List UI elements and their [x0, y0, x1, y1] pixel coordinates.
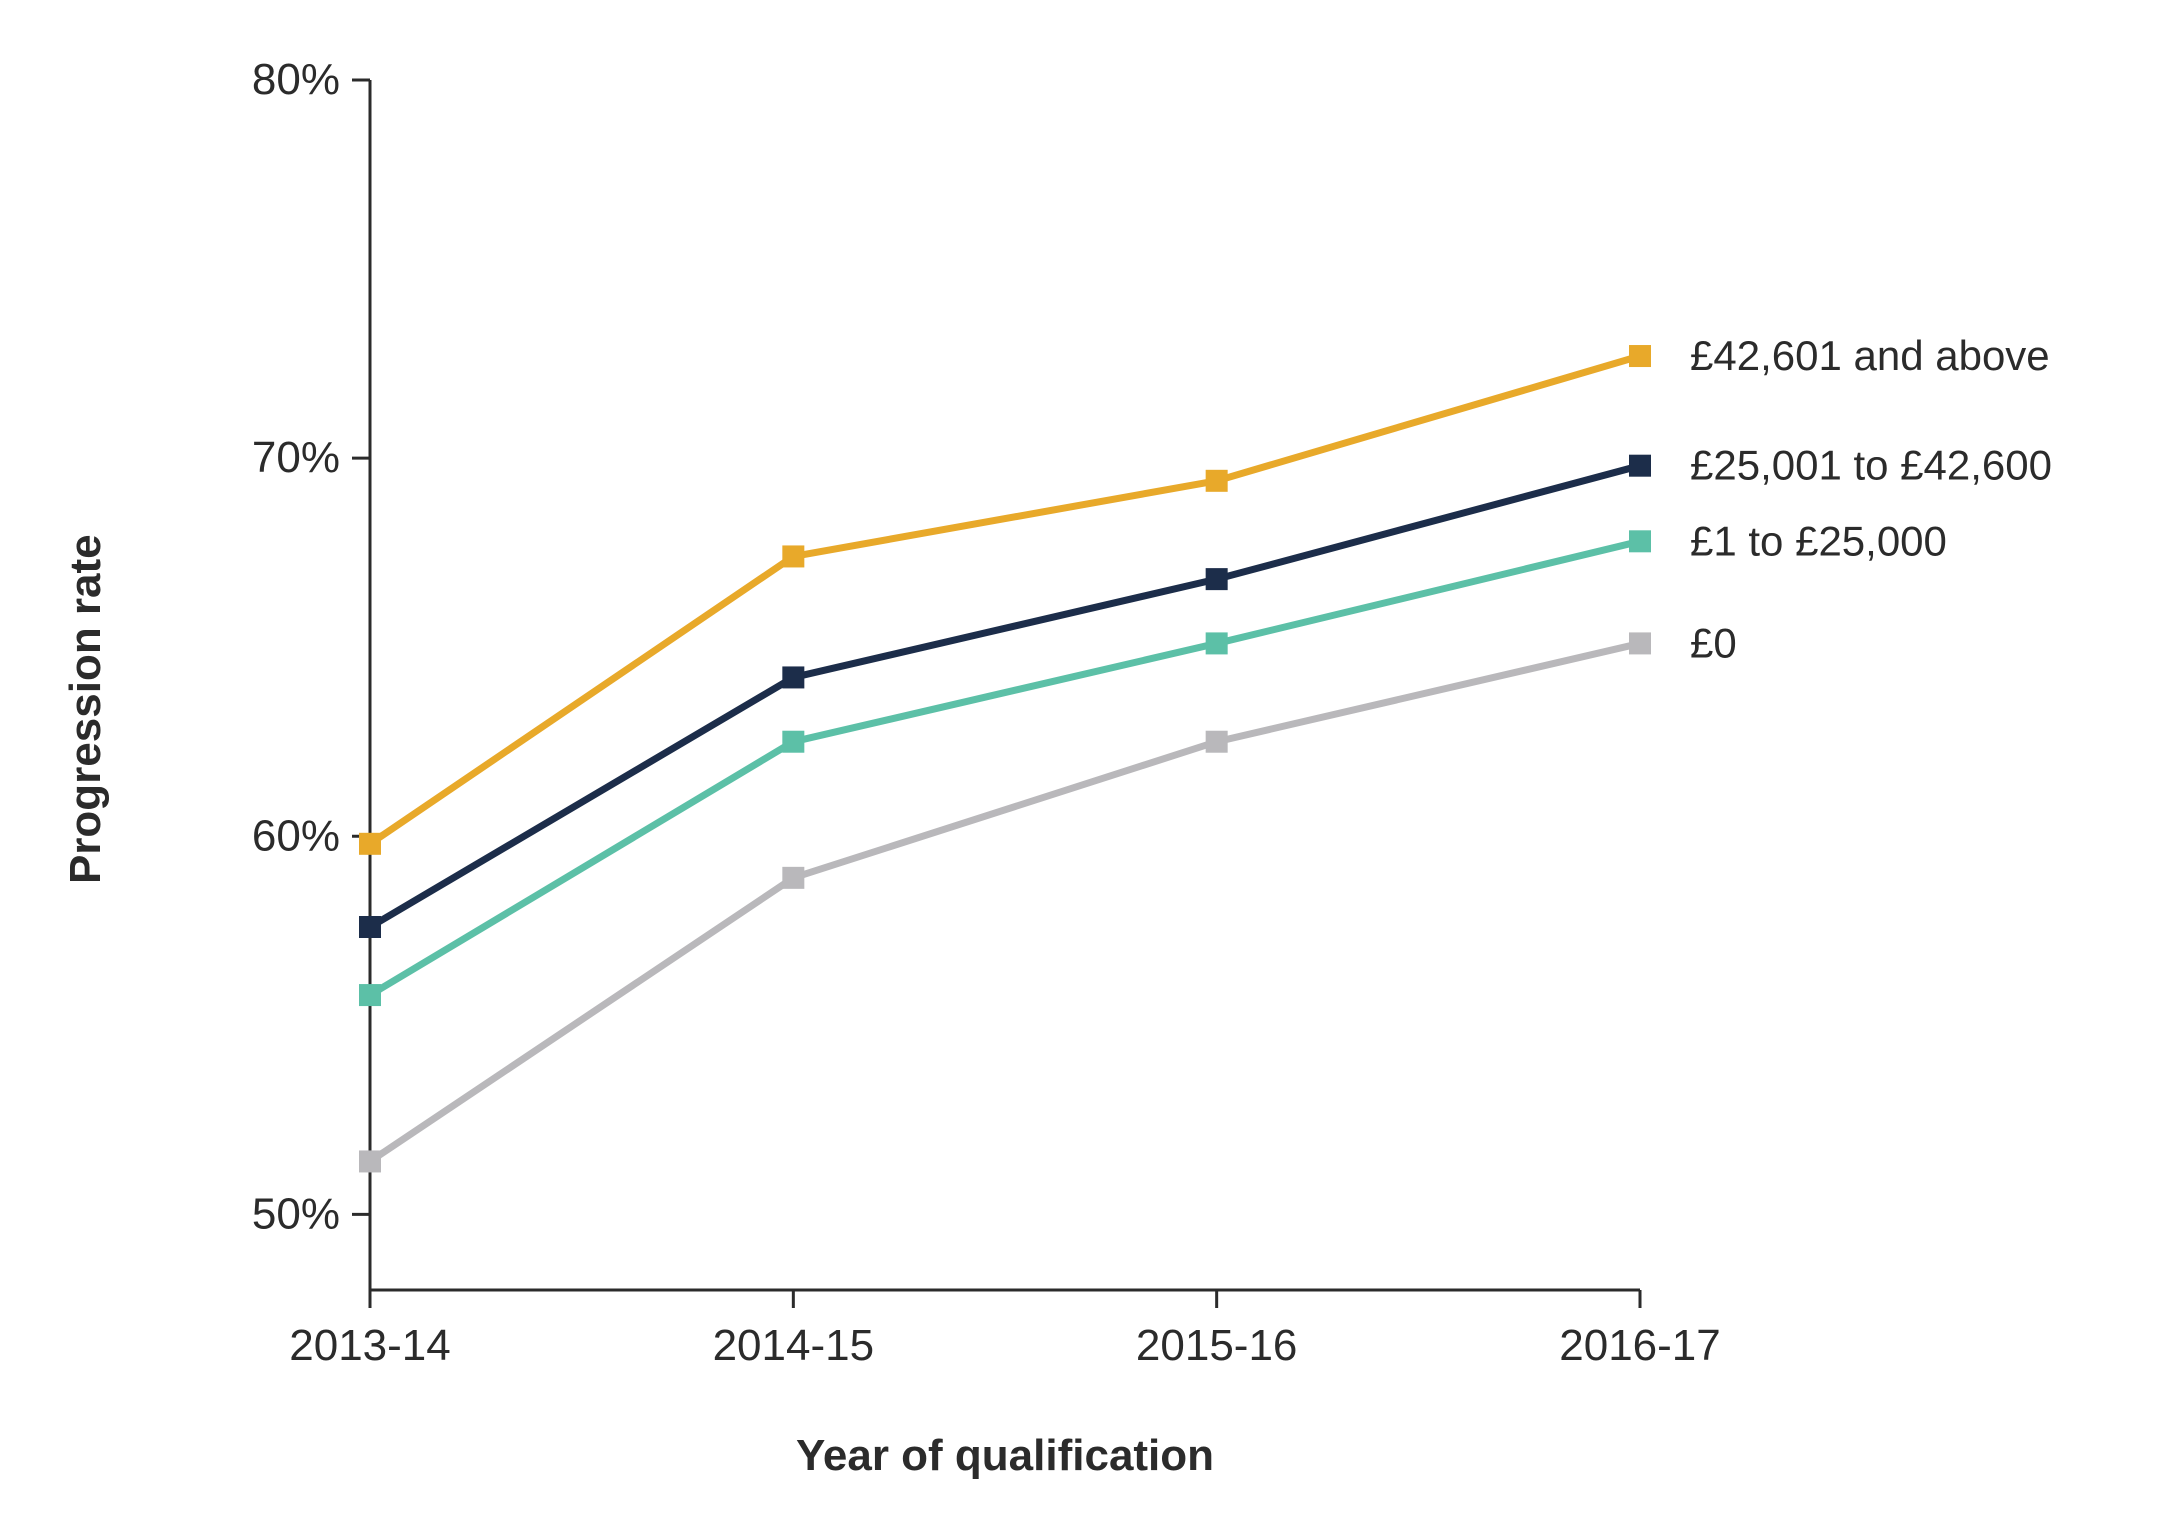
- series-marker: [782, 731, 804, 753]
- series-marker: [1629, 632, 1651, 654]
- series-marker: [1629, 345, 1651, 367]
- y-tick-label: 60%: [252, 811, 340, 860]
- series-marker: [782, 545, 804, 567]
- x-tick-label: 2013-14: [289, 1321, 450, 1370]
- x-tick-label: 2014-15: [713, 1321, 874, 1370]
- y-tick-label: 50%: [252, 1189, 340, 1238]
- series-marker: [782, 867, 804, 889]
- series-marker: [359, 833, 381, 855]
- x-tick-label: 2015-16: [1136, 1321, 1297, 1370]
- series-marker: [1629, 455, 1651, 477]
- y-tick-label: 70%: [252, 433, 340, 482]
- series-marker: [1206, 470, 1228, 492]
- x-tick-label: 2016-17: [1559, 1321, 1720, 1370]
- series-marker: [359, 1150, 381, 1172]
- series-marker: [359, 916, 381, 938]
- chart-svg: 50% 60% 70% 80% 2013-14 2014-15 2015-16 2016-17…: [0, 0, 2157, 1517]
- series-marker: [1206, 731, 1228, 753]
- series-label: £25,001 to £42,600: [1690, 442, 2052, 489]
- x-axis-label: Year of qualification: [796, 1431, 1214, 1480]
- y-axis-label: Progression rate: [61, 534, 110, 884]
- series-marker: [782, 666, 804, 688]
- series-marker: [359, 984, 381, 1006]
- series-marker: [1629, 530, 1651, 552]
- series-marker: [1206, 632, 1228, 654]
- series-label: £0: [1690, 619, 1737, 666]
- series-label: £1 to £25,000: [1690, 517, 1947, 564]
- series-marker: [1206, 568, 1228, 590]
- y-tick-label: 80%: [252, 55, 340, 104]
- line-chart: 50% 60% 70% 80% 2013-14 2014-15 2015-16 2016-17…: [0, 0, 2157, 1517]
- series-label: £42,601 and above: [1690, 332, 2050, 379]
